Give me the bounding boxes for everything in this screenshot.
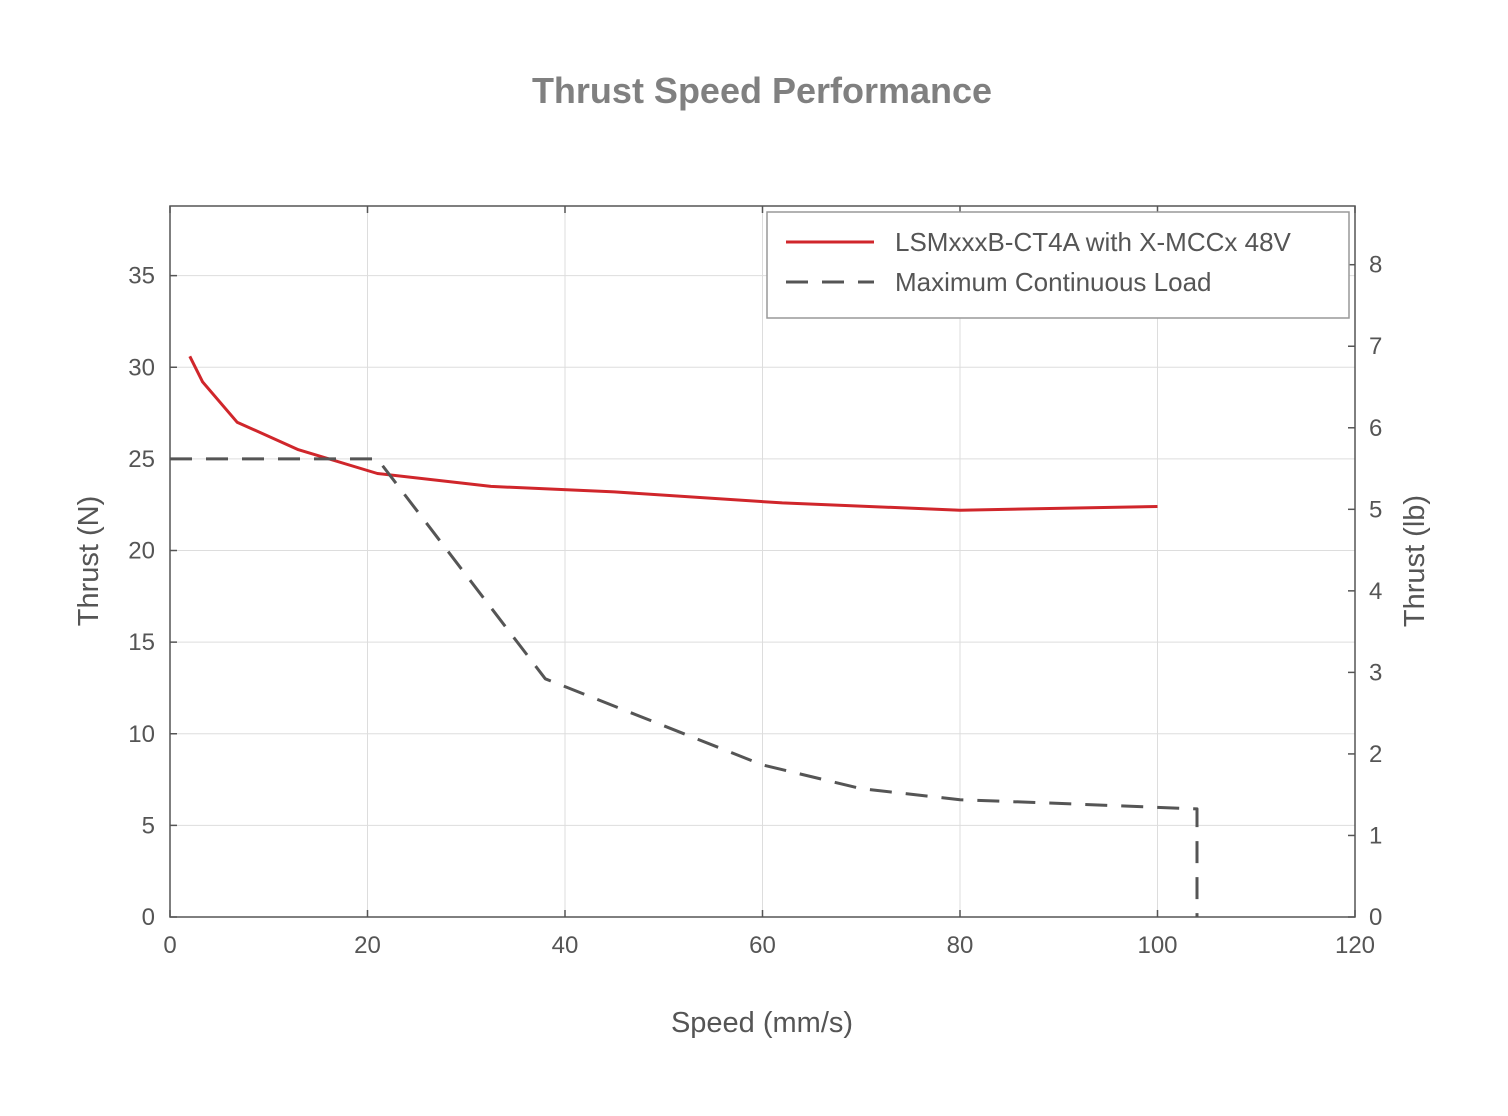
x-axis-label: Speed (mm/s) xyxy=(671,1007,853,1039)
y2-tick-label-7: 7 xyxy=(1369,333,1382,360)
y2-tick-label-6: 6 xyxy=(1369,415,1382,442)
axis-ticks xyxy=(169,206,1356,918)
y2-tick-label-0: 0 xyxy=(1369,904,1382,931)
y2-tick-label-4: 4 xyxy=(1369,578,1382,605)
y2-tick-label-8: 8 xyxy=(1369,252,1382,279)
y-tick-label-0: 0 xyxy=(142,904,155,931)
y-tick-label-2: 10 xyxy=(128,721,155,748)
y2-axis-label: Thrust (lb) xyxy=(1399,495,1431,627)
legend-box xyxy=(766,211,1350,319)
y-tick-label-1: 5 xyxy=(142,812,155,839)
y2-tick-label-2: 2 xyxy=(1369,741,1382,768)
y-tick-label-6: 30 xyxy=(128,354,155,381)
chart-title: Thrust Speed Performance xyxy=(532,70,992,111)
legend: LSMxxxB-CT4A with X-MCCx 48V Maximum Con… xyxy=(766,211,1350,319)
plot-series xyxy=(170,355,1199,917)
legend-label-series-1: Maximum Continuous Load xyxy=(895,267,1212,297)
x-tick-label-6: 120 xyxy=(1335,932,1375,959)
x-tick-label-2: 40 xyxy=(552,932,579,959)
y-tick-label-5: 25 xyxy=(128,446,155,473)
x-tick-label-0: 0 xyxy=(163,932,176,959)
grid-lines xyxy=(169,206,1356,918)
x-tick-label-1: 20 xyxy=(354,932,381,959)
x-tick-label-3: 60 xyxy=(749,932,776,959)
series-line-0 xyxy=(188,355,1158,512)
y2-tick-label-5: 5 xyxy=(1369,496,1382,523)
y2-tick-label-1: 1 xyxy=(1369,822,1382,849)
y-tick-label-7: 35 xyxy=(128,263,155,290)
series-line-1 xyxy=(170,457,1199,917)
y2-tick-label-3: 3 xyxy=(1369,659,1382,686)
x-tick-label-4: 80 xyxy=(947,932,974,959)
x-tick-label-5: 100 xyxy=(1137,932,1177,959)
y-tick-label-4: 20 xyxy=(128,538,155,565)
y-axis-label: Thrust (N) xyxy=(73,496,105,627)
legend-label-series-0: LSMxxxB-CT4A with X-MCCx 48V xyxy=(895,227,1292,257)
y-tick-label-3: 15 xyxy=(128,629,155,656)
